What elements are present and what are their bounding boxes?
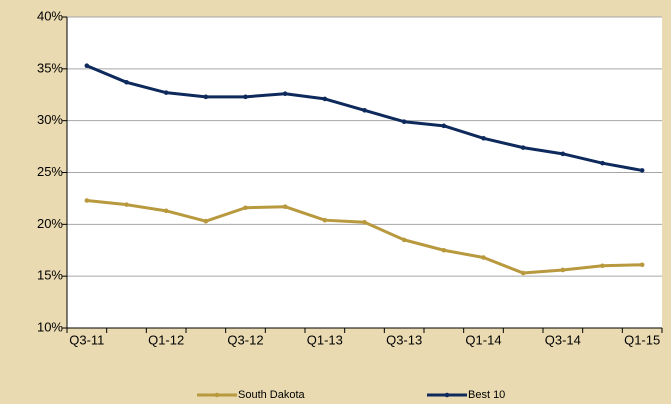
x-tick-label: Q3-12 [227, 332, 263, 347]
y-tick-label: 10% [37, 319, 63, 334]
x-tick-label: Q1-12 [148, 332, 184, 347]
data-point [243, 94, 248, 100]
data-point [84, 63, 90, 69]
legend-label: South Dakota [238, 389, 306, 401]
data-point [639, 262, 645, 268]
x-tick-label: Q3-13 [386, 332, 422, 347]
data-point [639, 168, 645, 173]
y-tick-label: 25% [37, 164, 63, 179]
y-tick-label: 20% [37, 216, 63, 231]
data-point [401, 119, 407, 125]
data-point [163, 208, 169, 214]
data-point [441, 247, 447, 253]
data-point [520, 145, 526, 150]
legend: South Dakota Best 10 [197, 389, 505, 401]
data-point [163, 90, 169, 95]
data-point [520, 270, 526, 276]
y-tick-label: 15% [37, 268, 63, 283]
data-point [124, 80, 129, 85]
data-point [362, 219, 367, 225]
x-tick-label: Q3-14 [545, 332, 581, 347]
legend-marker [444, 392, 450, 398]
y-tick-label: 35% [37, 60, 63, 75]
data-point [282, 204, 288, 210]
data-point [124, 202, 129, 207]
data-point [560, 151, 566, 157]
legend-marker [214, 392, 220, 398]
data-point [481, 135, 486, 141]
legend-label: Best 10 [468, 389, 505, 401]
data-point [203, 94, 209, 100]
data-point [560, 267, 566, 273]
x-tick-label: Q1-14 [465, 332, 501, 347]
x-tick-label: Q3-11 [69, 332, 104, 347]
data-point [84, 198, 90, 203]
data-point [282, 91, 288, 97]
x-tick-label: Q1-13 [307, 332, 343, 347]
data-point [243, 205, 248, 211]
data-point [203, 218, 209, 224]
data-point [401, 237, 407, 243]
data-point [600, 160, 605, 166]
data-point [362, 108, 367, 113]
data-point [322, 217, 328, 223]
data-point [322, 96, 328, 102]
y-tick-label: 40% [37, 8, 63, 23]
data-point [441, 123, 447, 129]
data-point [481, 255, 486, 260]
data-point [600, 263, 605, 269]
x-tick-label: Q1-15 [624, 332, 660, 347]
y-tick-label: 30% [37, 112, 63, 127]
